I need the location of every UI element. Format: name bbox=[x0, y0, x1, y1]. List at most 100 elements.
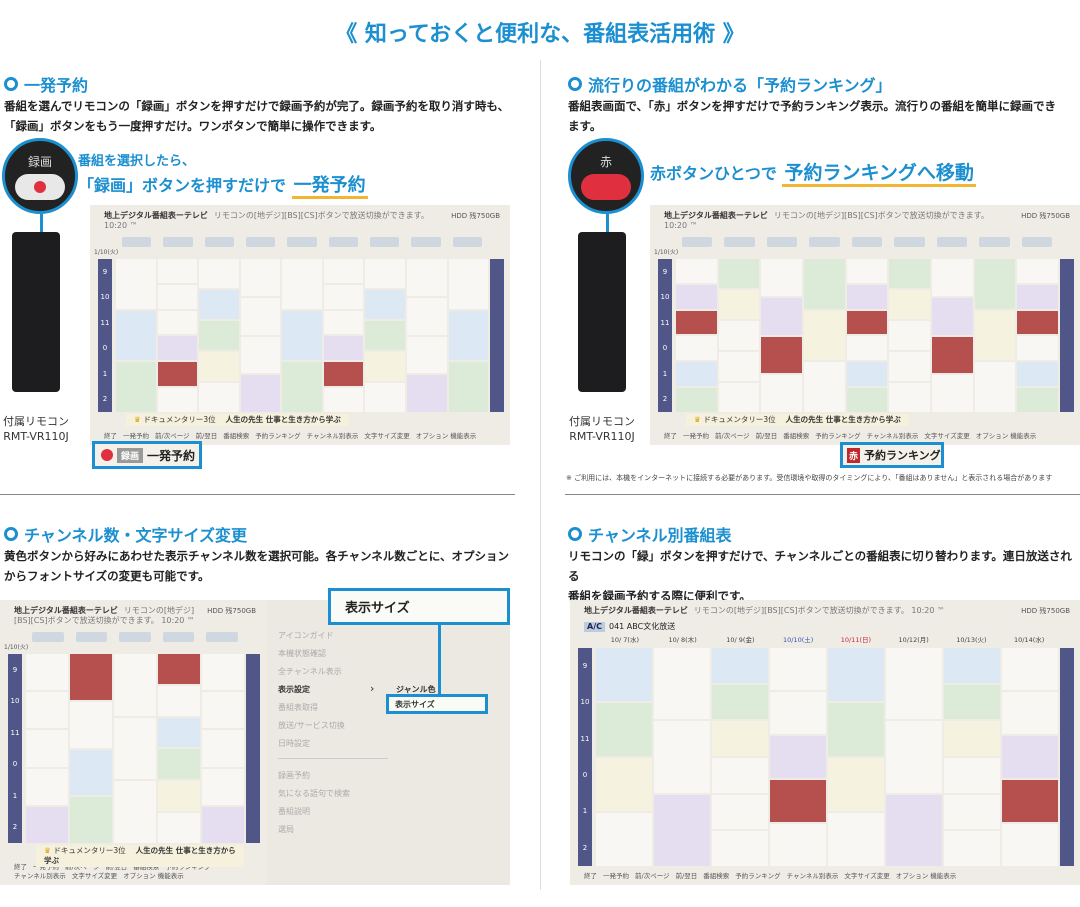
program-cell bbox=[974, 362, 1016, 413]
menu-item[interactable]: 全チャンネル表示 bbox=[278, 667, 342, 676]
channel-logo-icon bbox=[936, 237, 968, 247]
program-cell bbox=[158, 813, 200, 843]
program-cell bbox=[886, 794, 942, 866]
epg-screen-size: HDD 残750GB 地上デジタル番組表ーテレビ リモコンの[地デジ][BS][CS… bbox=[0, 600, 266, 885]
legend-item: 前/次ページ bbox=[65, 863, 100, 871]
program-cell bbox=[240, 297, 281, 335]
channel-logo-icon bbox=[724, 237, 755, 247]
epg-storage: HDD 残750GB bbox=[207, 607, 256, 615]
time-label: 0 bbox=[102, 344, 108, 353]
program-cell bbox=[199, 321, 239, 350]
time-label: 0 bbox=[582, 771, 588, 780]
menu-item[interactable]: アイコンガイド bbox=[278, 631, 334, 640]
date-header: 10/13(火) bbox=[956, 636, 987, 644]
divider bbox=[565, 494, 1080, 495]
program-cell bbox=[323, 310, 364, 335]
submenu-item[interactable]: ジャンル色 bbox=[396, 685, 436, 694]
program-cell bbox=[932, 297, 973, 335]
section-heading-one-touch: 一発予約 bbox=[4, 72, 88, 96]
program-cell bbox=[761, 259, 803, 296]
program-cell bbox=[712, 794, 768, 830]
program-cell bbox=[157, 336, 198, 361]
remote-label: 付属リモコン bbox=[3, 415, 69, 428]
desc-line: 黄色ボタンから好みにあわせた表示チャンネル数を選択可能。各チャンネル数ごとに、オ… bbox=[4, 549, 509, 563]
red-button-illustration: 赤 bbox=[568, 138, 644, 214]
key-label: 録画 bbox=[117, 447, 144, 463]
channel-logo: A/C bbox=[584, 622, 605, 632]
legend-item: 番組検索 bbox=[703, 872, 730, 880]
legend-bar: 終了 一発予約 前/次ページ 前/翌日 番組検索 予約ランキング チャンネル別表示 文字サイズ… bbox=[584, 872, 1066, 881]
legend-item: チャンネル別表示 bbox=[866, 432, 919, 440]
program-cell bbox=[974, 259, 1016, 309]
program-cell bbox=[158, 781, 200, 812]
crown-icon: ♛ bbox=[694, 415, 704, 424]
epg-hint: リモコンの[地デジ][BS][CS]ボタンで放送切換ができます。 10:20 ™ bbox=[104, 211, 429, 230]
time-label: 9 bbox=[12, 665, 18, 674]
legend-item: 予約ランキング bbox=[255, 432, 301, 440]
menu-item[interactable]: 録画予約 bbox=[278, 771, 310, 780]
menu-item[interactable]: 放送/サービス切換 bbox=[278, 721, 345, 730]
program-cell bbox=[944, 648, 1000, 683]
channel-logo-icon bbox=[894, 237, 925, 247]
epg-title: 地上デジタル番組表ーテレビ bbox=[14, 606, 118, 615]
program-cell bbox=[712, 721, 768, 757]
menu-item-active[interactable]: 表示設定 bbox=[278, 685, 310, 694]
epg-hint: リモコンの[地デジ][BS][CS]ボタンで放送切換ができます。 10:20 ™ bbox=[693, 606, 945, 615]
epg-column bbox=[202, 654, 244, 844]
menu-item[interactable]: 気になる語句で検索 bbox=[278, 789, 350, 798]
program-cell bbox=[199, 383, 239, 412]
epg-column bbox=[804, 259, 845, 413]
legend-item: 番組検索 bbox=[223, 432, 250, 440]
legend-item: 番組検索 bbox=[783, 432, 810, 440]
program-cell bbox=[240, 375, 281, 412]
program-cell bbox=[448, 310, 489, 361]
program-cell bbox=[712, 831, 768, 867]
menu-item[interactable]: 選局 bbox=[278, 825, 294, 834]
circle-icon bbox=[4, 77, 18, 91]
epg-column bbox=[886, 648, 942, 866]
program-cell bbox=[654, 648, 710, 720]
epg-column bbox=[282, 259, 322, 413]
program-cell bbox=[676, 310, 717, 335]
program-cell bbox=[761, 336, 803, 374]
circle-icon bbox=[568, 527, 582, 541]
program-cell bbox=[804, 310, 845, 361]
program-cell bbox=[889, 383, 931, 412]
channel-logo-icon bbox=[328, 237, 358, 247]
program-cell bbox=[846, 284, 888, 309]
submenu-item-selected[interactable]: 表示サイズ bbox=[386, 694, 488, 714]
menu-item[interactable]: 番組表取得 bbox=[278, 703, 318, 712]
program-cell bbox=[804, 362, 845, 413]
time-bar: 9 10 11 0 1 2 bbox=[8, 654, 22, 843]
divider bbox=[0, 494, 515, 495]
program-cell bbox=[406, 375, 447, 412]
epg-column bbox=[365, 259, 405, 412]
program-cell bbox=[676, 336, 717, 361]
legend-item: 文字サイズ変更 bbox=[844, 872, 890, 880]
program-cell bbox=[323, 336, 364, 361]
time-label: 9 bbox=[662, 267, 668, 276]
menu-item[interactable]: 本機状態確認 bbox=[278, 649, 326, 658]
time-bar-right bbox=[1060, 648, 1074, 866]
callout-emphasis: 予約ランキングへ移動 bbox=[782, 162, 976, 187]
epg-column bbox=[199, 259, 239, 412]
epg-column bbox=[718, 259, 760, 412]
program-cell bbox=[718, 290, 760, 319]
menu-item[interactable]: 日時設定 bbox=[278, 739, 310, 748]
legend-bar: 終了 一発予約 前/次ページ 前/翌日 番組検索 予約ランキング チャンネル別表示 文字サイズ… bbox=[104, 432, 496, 441]
program-cell bbox=[70, 654, 112, 700]
program-cell bbox=[944, 721, 1000, 757]
desc-line: 番組を録画予約する際に便利です。 bbox=[568, 589, 751, 603]
program-cell bbox=[70, 701, 112, 748]
section-heading-channel-epg: チャンネル別番組表 bbox=[568, 522, 732, 546]
epg-date: 1/10(火) bbox=[4, 644, 29, 651]
legend-bar: 終了 一発予約 前/次ページ 前/翌日 番組検索 予約ランキング チャンネル別表示 文字サイズ… bbox=[14, 863, 252, 881]
legend-item: 一発予約 bbox=[683, 432, 709, 440]
program-cell bbox=[654, 721, 710, 793]
epg-column bbox=[157, 259, 198, 412]
program-cell bbox=[26, 654, 68, 691]
epg-header: 地上デジタル番組表ーテレビ リモコンの[地デジ][BS][CS]ボタンで放送切換が… bbox=[664, 211, 1011, 231]
menu-item[interactable]: 番組説明 bbox=[278, 807, 310, 816]
epg-title: 地上デジタル番組表ーテレビ bbox=[664, 211, 768, 220]
one-touch-highlight: 録画 一発予約 bbox=[92, 441, 202, 469]
